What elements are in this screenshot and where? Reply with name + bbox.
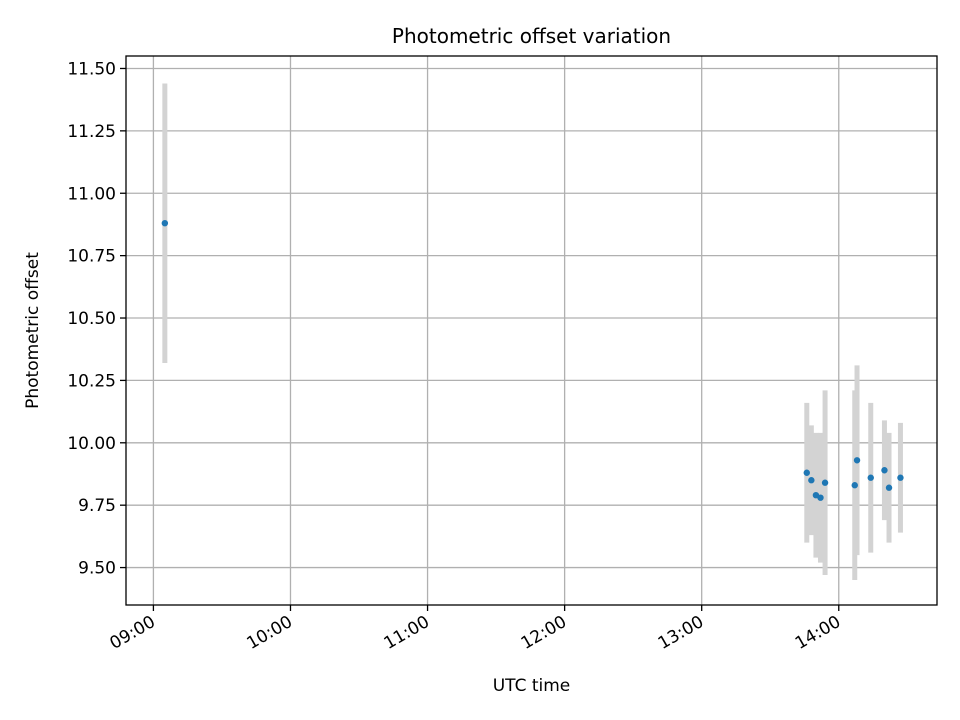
x-axis-title: UTC time [493,676,571,696]
data-point [881,467,888,474]
y-tick-label: 10.75 [67,247,116,267]
data-point [161,219,169,227]
y-tick-label: 11.25 [67,122,116,142]
data-point [885,484,893,491]
data-point [851,482,858,489]
grid [126,56,937,605]
data-point [817,494,824,501]
plot-area-frame [125,55,938,606]
y-tick-label: 10.50 [67,309,116,329]
data-point [808,477,815,484]
data-point [853,457,861,464]
y-tick-label: 9.50 [78,559,116,579]
data-points [161,219,904,501]
data-point [821,479,829,486]
y-tick-label: 10.00 [67,434,116,454]
y-tick-label: 9.75 [78,496,116,516]
chart-title: Photometric offset variation [392,24,671,48]
data-point [867,474,874,481]
data-point [897,474,904,481]
y-tick-label: 11.50 [67,59,116,79]
y-tick-label: 11.00 [67,184,116,204]
data-point [803,469,810,476]
y-axis-title: Photometric offset [23,252,43,409]
y-tick-label: 10.25 [67,371,116,391]
